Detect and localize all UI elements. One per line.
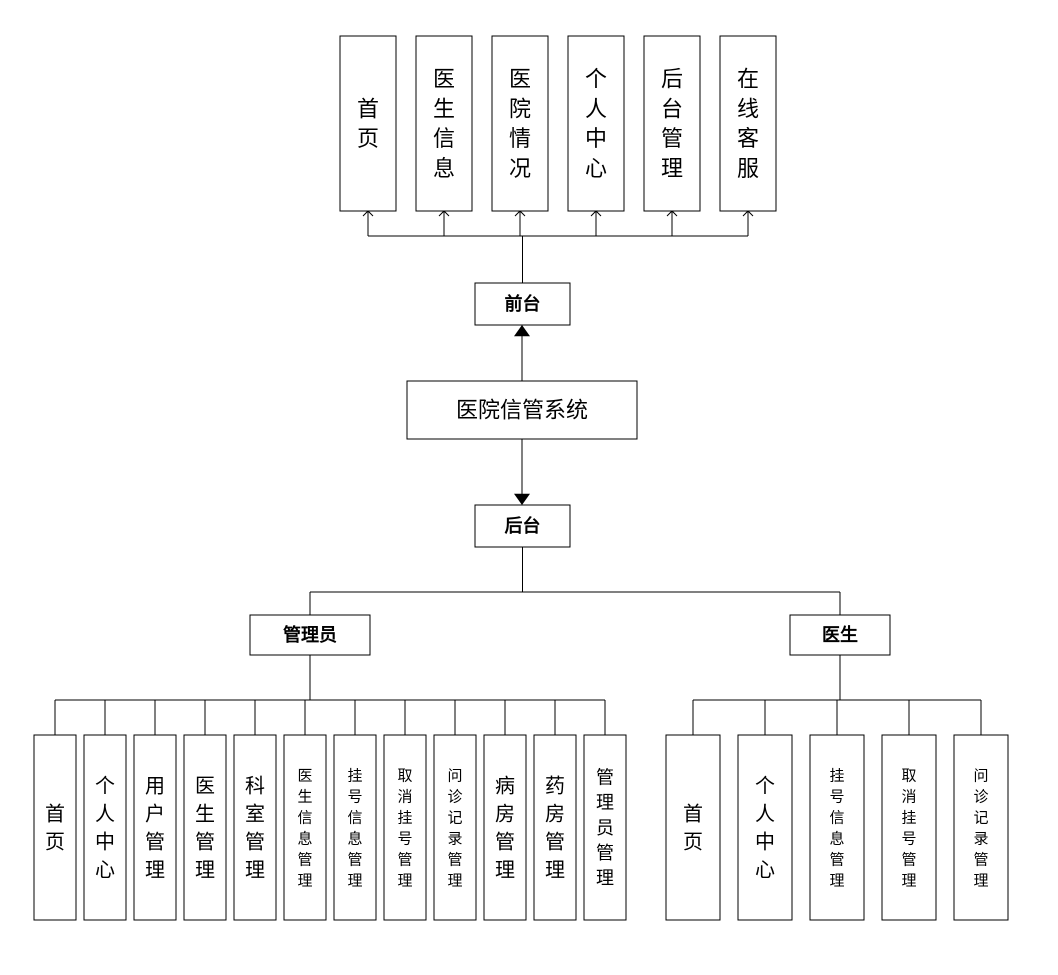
role-label-0: 管理员 (283, 624, 337, 645)
role-0-item-0 (34, 735, 76, 920)
role-1-item-1 (738, 735, 792, 920)
backend-label: 后台 (505, 515, 541, 536)
frontend-item-2 (492, 36, 548, 211)
frontend-label: 前台 (505, 293, 541, 314)
role-0-item-1 (84, 735, 126, 920)
role-0-item-9 (484, 735, 526, 920)
role-1-item-2 (810, 735, 864, 920)
role-0-item-3 (184, 735, 226, 920)
frontend-item-1 (416, 36, 472, 211)
role-0-item-10 (534, 735, 576, 920)
role-0-item-8 (434, 735, 476, 920)
role-0-item-6 (334, 735, 376, 920)
role-1-item-3 (882, 735, 936, 920)
role-0-item-5 (284, 735, 326, 920)
org-chart: 医院信管系统前台首页医生信息医院情况个人中心后台管理在线客服后台管理员首页个人中… (0, 0, 1058, 975)
role-0-item-label-11: 管理员管理 (596, 767, 614, 888)
frontend-item-5 (720, 36, 776, 211)
role-0-item-7 (384, 735, 426, 920)
frontend-item-3 (568, 36, 624, 211)
role-0-item-2 (134, 735, 176, 920)
role-label-1: 医生 (822, 624, 858, 645)
frontend-item-0 (340, 36, 396, 211)
root-label: 医院信管系统 (456, 398, 588, 423)
frontend-item-4 (644, 36, 700, 211)
role-1-item-4 (954, 735, 1008, 920)
role-1-item-0 (666, 735, 720, 920)
role-0-item-4 (234, 735, 276, 920)
